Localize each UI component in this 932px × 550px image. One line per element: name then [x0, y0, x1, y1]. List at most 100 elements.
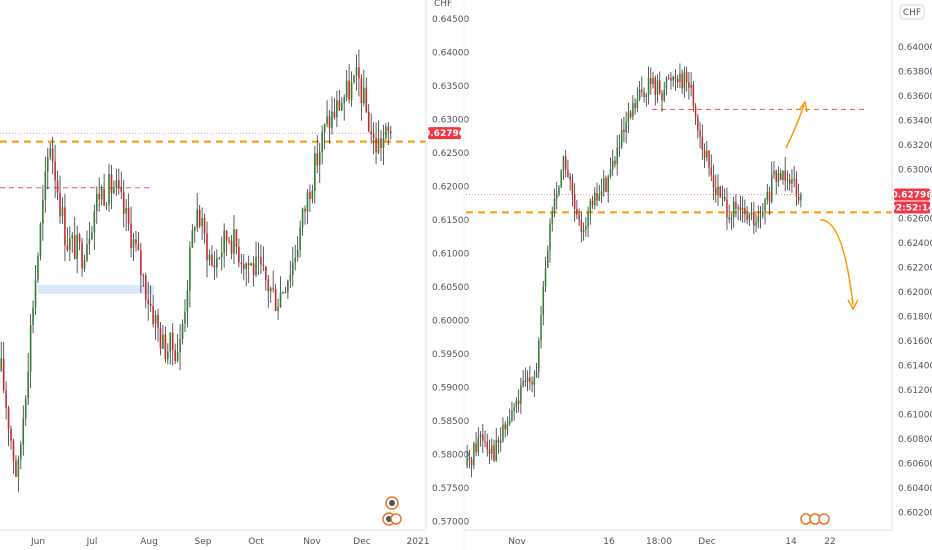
candle-body: [609, 169, 612, 177]
candle-body: [542, 286, 545, 316]
candle: [737, 204, 739, 221]
candle: [118, 168, 120, 195]
candle: [174, 343, 176, 365]
candle-body: [230, 240, 233, 254]
candle: [531, 376, 533, 393]
candle: [723, 188, 726, 202]
candle-body: [493, 445, 495, 461]
candle: [5, 381, 7, 420]
right-currency-label: CHF: [903, 8, 921, 18]
candle: [216, 249, 218, 278]
candle-body: [730, 217, 733, 220]
candle: [385, 123, 387, 141]
event-icon[interactable]: [390, 513, 402, 525]
candle-body: [784, 170, 786, 181]
candle: [533, 370, 536, 397]
candle-body: [721, 197, 724, 199]
candle-body: [110, 174, 113, 194]
candle-body: [547, 250, 549, 269]
candle-body: [491, 445, 493, 454]
candle: [105, 202, 108, 211]
left-time-axis[interactable]: Jun Jul Aug Sep Oct Nov Dec 2021: [30, 537, 429, 547]
event-icon[interactable]: [818, 513, 830, 525]
candle: [100, 185, 103, 206]
candle-body: [10, 428, 12, 441]
candle: [513, 403, 515, 421]
candle: [771, 161, 773, 204]
candle: [555, 181, 558, 210]
candle: [611, 149, 614, 176]
candle-body: [149, 303, 152, 306]
candle-body: [186, 290, 189, 312]
candle-body: [167, 351, 169, 360]
candle-body: [715, 187, 717, 196]
candle-body: [502, 424, 504, 441]
candle: [506, 416, 509, 436]
candle-body: [162, 334, 164, 349]
candle-body: [797, 196, 800, 201]
candle-body: [717, 186, 719, 196]
candle: [277, 298, 279, 320]
candle-body: [174, 350, 176, 361]
price-tick-label: 0.60500: [432, 283, 469, 293]
candle: [15, 455, 17, 478]
left-chart-panel[interactable]: [0, 49, 426, 493]
candle-body: [558, 187, 560, 194]
candle-body: [95, 193, 98, 212]
candle-body: [375, 137, 377, 153]
candle: [777, 166, 780, 187]
candle-body: [520, 385, 522, 405]
candle: [252, 256, 255, 287]
candle-body: [59, 192, 61, 217]
candle-body: [257, 256, 260, 258]
left-event-icons[interactable]: [382, 496, 402, 526]
candle: [113, 180, 115, 195]
candle: [98, 177, 101, 212]
right-chart-panel[interactable]: [466, 63, 892, 478]
candle: [757, 205, 760, 229]
candle-body: [5, 390, 7, 409]
candle-body: [377, 138, 380, 153]
candle-body: [582, 229, 585, 233]
candle-body: [323, 124, 326, 133]
candle-body: [69, 238, 71, 250]
candle: [679, 63, 681, 89]
left-price-axis[interactable]: 0.64500 0.64000 0.63500 0.63000 0.62500 0.620…: [432, 15, 469, 527]
candle: [515, 397, 518, 413]
candle-body: [753, 212, 755, 226]
candle: [162, 324, 164, 350]
candle-body: [333, 111, 336, 118]
candle: [573, 183, 576, 222]
candle-body: [641, 89, 643, 93]
candle: [497, 436, 500, 454]
candle-body: [311, 191, 314, 200]
candle: [20, 441, 22, 470]
right-event-icons[interactable]: [800, 513, 830, 525]
candle-body: [380, 138, 382, 148]
candle-body: [171, 332, 174, 351]
candle-body: [279, 292, 282, 308]
candle: [132, 232, 135, 261]
candle-body: [692, 84, 695, 107]
candle-body: [348, 80, 350, 101]
candle: [318, 142, 321, 183]
right-currency-button[interactable]: CHF: [899, 4, 925, 20]
candle: [623, 116, 625, 143]
time-tick-label: Oct: [248, 537, 264, 547]
candle: [32, 300, 34, 334]
candle: [585, 217, 587, 237]
candle-body: [252, 263, 255, 275]
left-currency-label: CHF: [434, 0, 452, 9]
demand-zone-rect[interactable]: [38, 284, 154, 294]
candle-body: [710, 167, 713, 176]
right-time-axis[interactable]: Nov 16 18:00 Dec 14 22: [508, 537, 836, 547]
candle: [345, 69, 348, 102]
candle: [321, 125, 323, 165]
candle: [127, 193, 130, 231]
candle: [340, 96, 343, 111]
candle: [468, 449, 471, 469]
candle: [181, 319, 184, 345]
candle: [643, 87, 645, 103]
candle-body: [284, 291, 287, 293]
candle-body: [746, 213, 748, 220]
